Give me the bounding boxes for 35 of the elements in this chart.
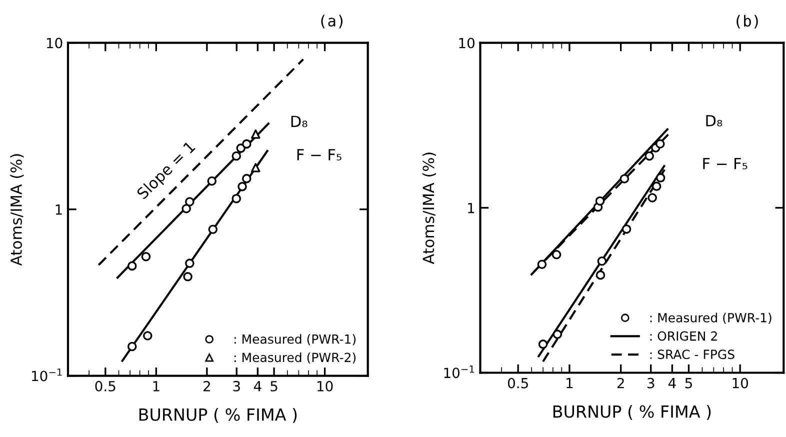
- chart-title: (b): [736, 14, 758, 28]
- y-tick-label: 10: [46, 38, 62, 48]
- annotation: D₈: [706, 115, 722, 126]
- y-tick-label: 1: [56, 204, 62, 215]
- x-tick-label: 0.5: [508, 378, 528, 388]
- legend-label: : Measured (PWR-1): [650, 312, 772, 324]
- y-tick-label: 1: [468, 202, 474, 214]
- y-axis-title: Atoms/IMA (%): [422, 152, 436, 264]
- x-tick-label: 2: [204, 380, 210, 392]
- x-tick-label: 1: [566, 378, 573, 388]
- legend-label: : SRAC - FPGS: [650, 350, 734, 360]
- x-tick-label: 10: [732, 378, 748, 388]
- x-tick-label: 10: [317, 380, 333, 392]
- x-tick-label: 0.5: [95, 380, 116, 392]
- legend-label: : Measured (PWR-2): [234, 352, 356, 364]
- x-tick-label: 3: [233, 380, 240, 392]
- x-tick-label: 5: [685, 378, 692, 388]
- annotation: F − F₅: [703, 158, 748, 170]
- y-axis-title: Atoms/IMA (%): [10, 154, 24, 266]
- x-tick-label: 4: [254, 381, 262, 392]
- y-tick-label: 10$^{−1}$: [32, 368, 62, 382]
- chart-title: (a): [321, 14, 342, 28]
- x-axis-title: BURNUP ( % FIMA ): [553, 404, 711, 420]
- legend-label: : Measured (PWR-1): [234, 334, 356, 346]
- y-tick-label: 10: [459, 38, 474, 48]
- x-tick-label: 4: [668, 378, 676, 388]
- x-axis-title: BURNUP ( % FIMA ): [139, 408, 297, 423]
- annotation: F − F₅: [297, 149, 342, 160]
- x-tick-label: 1: [153, 381, 160, 392]
- x-tick-label: 5: [270, 381, 278, 392]
- annotation: D₈: [291, 116, 308, 128]
- legend-label: : ORIGEN 2: [650, 331, 717, 341]
- x-tick-label: 3: [648, 378, 654, 388]
- x-tick-label: 2: [617, 378, 624, 388]
- y-tick-label: 10$^{−1}$: [444, 366, 474, 378]
